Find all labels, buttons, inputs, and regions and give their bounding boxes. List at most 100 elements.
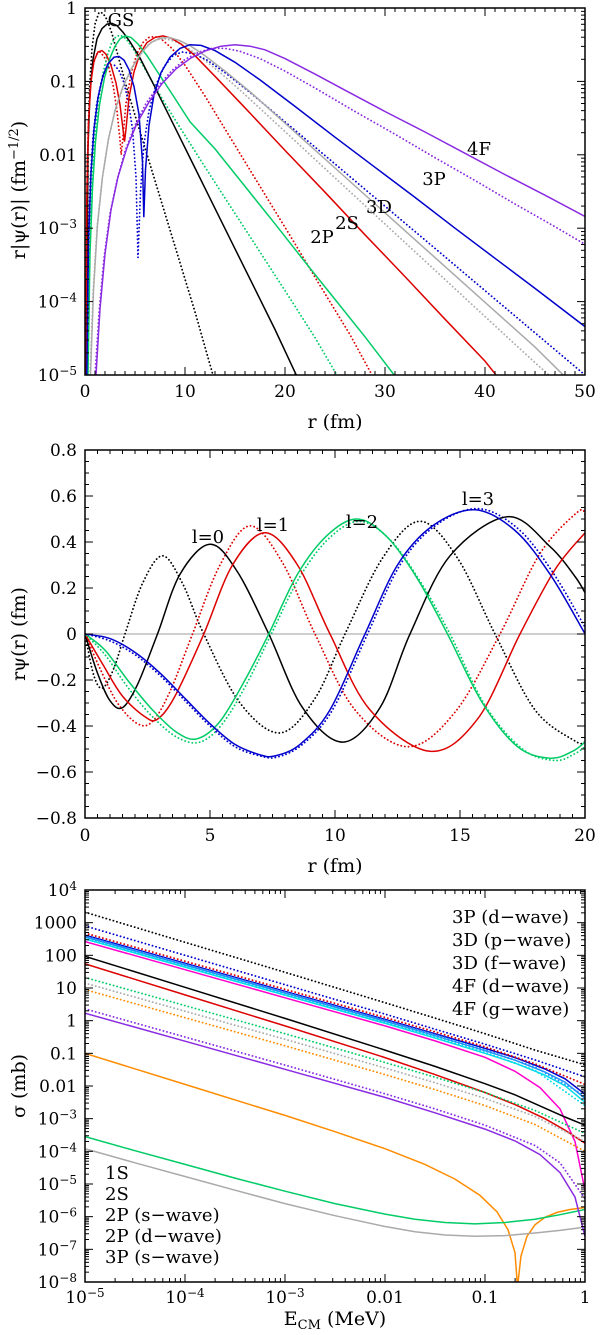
legend-item-1s: 1S: [105, 1163, 129, 1184]
tick-label: 104: [48, 879, 78, 901]
legend-item-3p-d-wave-: 3P (d−wave): [452, 907, 569, 928]
tick-label: 20: [274, 382, 296, 402]
legend-item-4f-g-wave-: 4F (g−wave): [452, 999, 569, 1020]
tick-label: 0.2: [50, 579, 77, 599]
curve-GS-dotted: [85, 11, 214, 375]
panel-capture-cross-sections: 10−5 10−4 10−3 0.01 0.1 1 104 1000 100 10 1 0.1 0.01…: [8, 879, 591, 1333]
curve-l1-solid: [85, 532, 585, 753]
curve-2P-solid: [87, 35, 396, 375]
curve-2S-dotted: [85, 35, 374, 375]
tick-label: −0.8: [36, 809, 77, 829]
tick-label: 10−3: [38, 1108, 77, 1130]
curve-4F-d-wave-solid: [85, 1012, 585, 1237]
legend-item-4f-d-wave-: 4F (d−wave): [452, 976, 569, 997]
tick-label: 0.01: [39, 1077, 77, 1097]
x-axis-title: r (fm): [308, 411, 363, 433]
tick-label: 10: [55, 979, 77, 999]
ticks: [84, 889, 586, 1283]
tick-label: 0.01: [366, 1288, 404, 1308]
tick-label: −0.2: [36, 671, 77, 691]
tick-label: 10−5: [38, 1173, 77, 1195]
tick-label: 0.4: [50, 533, 77, 553]
curve-3P-d-wave-dotted: [85, 937, 585, 1107]
curve-label-l1: l=1: [257, 515, 289, 536]
curve-label-l0: l=0: [192, 527, 224, 548]
y-axis-title: rψ(r) (fm): [8, 587, 30, 681]
legend-top-right: 3P (d−wave)3D (p−wave)3D (f−wave)4F (d−w…: [452, 907, 571, 1020]
tick-label: 0: [80, 382, 91, 402]
curve-label-3D: 3D: [366, 197, 392, 218]
tick-label: 10−4: [38, 291, 78, 313]
tick-label: 10−3: [38, 217, 77, 239]
panel-scattering-wavefunctions: 0 5 10 15 20 0.8 0.6 0.4 0.2 0 −0.2 −0.4 −0.6 −0.8 r (…: [8, 441, 596, 877]
legend-item-2p-d-wave-: 2P (d−wave): [105, 1226, 222, 1247]
tick-label: 0.1: [50, 72, 77, 92]
legend-item-3d-p-wave-: 3D (p−wave): [452, 930, 571, 951]
y-axis-title: σ (mb): [8, 1054, 30, 1118]
curve-2S-solid: [85, 963, 585, 1144]
axis-labels: 0 5 10 15 20 0.8 0.6 0.4 0.2 0 −0.2 −0.4 −0.6 −0.8: [36, 441, 596, 846]
plot-frame: [84, 7, 586, 376]
tick-label: 0.1: [471, 1288, 498, 1308]
tick-label: 20: [574, 826, 596, 846]
tick-label: 10−4: [165, 1286, 205, 1308]
tick-label: 0: [80, 826, 91, 846]
legend-item-3d-f-wave-: 3D (f−wave): [452, 953, 566, 974]
curve-2P-d-wave-dotted: [85, 925, 585, 1078]
curve-3D-solid: [89, 36, 565, 375]
curve-label-4F: 4F: [467, 139, 491, 160]
curve-2P-dotted: [86, 34, 338, 375]
curve-3D-f-wave-dotted: [85, 935, 585, 1097]
curve-1S-dotted: [85, 911, 585, 1066]
tick-label: 100: [45, 946, 77, 966]
curve-l3-dotted: [85, 507, 585, 759]
tick-label: 40: [474, 382, 496, 402]
tick-label: 50: [574, 382, 596, 402]
tick-label: 30: [374, 382, 396, 402]
curve-label-2P: 2P: [310, 227, 334, 248]
curve-4F-solid: [95, 43, 585, 375]
curve-label-2S: 2S: [335, 213, 359, 234]
tick-label: 10−5: [65, 1286, 104, 1308]
legend-item-2s: 2S: [105, 1184, 129, 1205]
panel-bound-state-wavefunctions: 0 10 20 30 40 50 1 0.1 0.01 10−3 10−4 10−5 r (fm) r|ψ…: [7, 0, 596, 433]
tick-label: 1: [580, 1288, 591, 1308]
curve-label-GS: GS: [108, 10, 135, 31]
x-axis-title: r (fm): [308, 855, 363, 877]
curve-3P-dotted: [85, 51, 585, 375]
tick-label: −0.4: [36, 717, 77, 737]
curve-3P-s-wave-solid: [85, 1147, 585, 1238]
curve-label-l2: l=2: [346, 512, 378, 533]
tick-label: 10−7: [38, 1238, 77, 1260]
curve-l3-solid: [85, 509, 585, 758]
curve-2P-d-wave-solid: [85, 934, 585, 1095]
curves: [85, 11, 585, 375]
legend-item-2p-s-wave-: 2P (s−wave): [105, 1205, 220, 1226]
curve-l2-solid: [85, 518, 585, 759]
tick-label: 10−5: [38, 364, 77, 386]
tick-label: 10−4: [38, 1140, 78, 1162]
tick-label: 5: [205, 826, 216, 846]
curves: [85, 507, 585, 762]
ticks: [84, 7, 586, 376]
ticks: [84, 449, 586, 819]
curve-label-3P: 3P: [422, 169, 446, 190]
curve-3P-solid: [86, 43, 585, 375]
tick-label: 0.8: [50, 441, 77, 461]
tick-label: 10−3: [265, 1286, 304, 1308]
tick-label: 1: [66, 1012, 77, 1032]
tick-label: 0.1: [50, 1044, 77, 1064]
tick-label: 1: [66, 0, 77, 19]
tick-label: 0.01: [39, 146, 77, 166]
curve-1S-solid: [85, 955, 585, 1126]
curve-l0-dotted: [85, 520, 585, 745]
tick-label: 15: [449, 826, 471, 846]
curve-2P-s-wave-solid: [85, 1135, 585, 1225]
curve-l0-solid: [85, 515, 585, 743]
tick-label: −0.6: [36, 763, 77, 783]
tick-label: 0.6: [50, 487, 77, 507]
curve-2S-dotted: [85, 932, 585, 1086]
